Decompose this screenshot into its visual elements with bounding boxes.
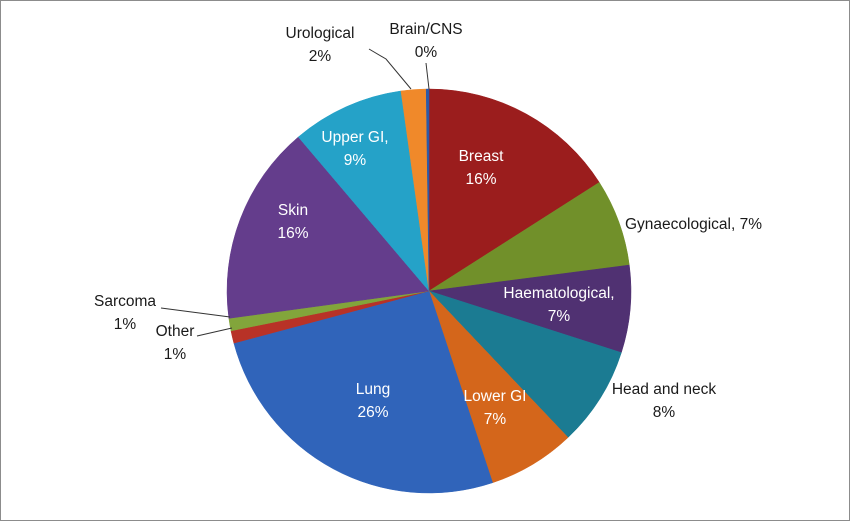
slice-label-urological: Urological bbox=[286, 25, 355, 42]
slice-label-upper-gi: Upper GI, bbox=[321, 129, 388, 146]
slice-value-other: 1% bbox=[164, 346, 187, 363]
pie-slice-lung bbox=[233, 290, 493, 494]
slice-value-lung: 26% bbox=[357, 404, 388, 421]
pie-slice-breast bbox=[428, 88, 600, 292]
slice-labels: Breast 16% Gynaecological, 7% Haematologica… bbox=[94, 21, 762, 428]
slice-value-brain-cns: 0% bbox=[415, 44, 438, 61]
leader-line-other bbox=[196, 327, 233, 337]
leader-line-sarcoma bbox=[160, 307, 231, 318]
slice-label-head-and-neck: Head and neck bbox=[612, 381, 717, 398]
slice-value-upper-gi: 9% bbox=[344, 152, 367, 169]
slice-label-gynaecological: Gynaecological, 7% bbox=[625, 216, 762, 233]
slice-value-head-and-neck: 8% bbox=[653, 404, 676, 421]
slice-label-other: Other bbox=[156, 323, 195, 340]
leader-line-brain-cns bbox=[425, 62, 430, 90]
slice-label-sarcoma: Sarcoma bbox=[94, 293, 156, 310]
slice-value-skin: 16% bbox=[277, 225, 308, 242]
leader-lines bbox=[160, 48, 430, 337]
slice-value-lower-gi: 7% bbox=[484, 411, 507, 428]
slice-label-brain-cns: Brain/CNS bbox=[389, 21, 462, 38]
slice-value-breast: 16% bbox=[465, 171, 496, 188]
pie-slices bbox=[226, 88, 632, 494]
slice-label-skin: Skin bbox=[278, 202, 308, 219]
pie-slice-upper-gi bbox=[297, 90, 430, 292]
slice-label-lung: Lung bbox=[356, 381, 390, 398]
slice-label-breast: Breast bbox=[459, 148, 504, 165]
slice-value-haematological: 7% bbox=[548, 308, 571, 325]
pie-slice-head-and-neck bbox=[428, 290, 622, 438]
leader-line-urological bbox=[368, 48, 412, 90]
slice-value-sarcoma: 1% bbox=[114, 316, 137, 333]
pie-slice-skin bbox=[226, 136, 430, 319]
slice-label-haematological: Haematological, bbox=[503, 285, 614, 302]
slice-label-lower-gi: Lower GI bbox=[464, 388, 527, 405]
slice-value-urological: 2% bbox=[309, 48, 332, 65]
